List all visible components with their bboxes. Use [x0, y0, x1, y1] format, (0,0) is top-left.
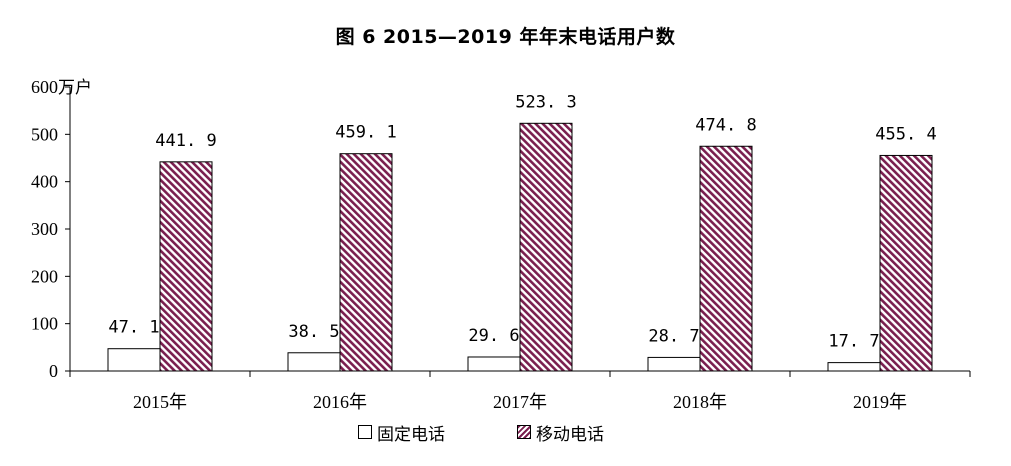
x-category-label: 2019年 [853, 392, 907, 412]
y-tick-label: 0 [49, 361, 58, 381]
bar-fixed-phone [647, 356, 701, 372]
x-category-label: 2018年 [673, 392, 727, 412]
bar-mobile-phone [339, 153, 393, 372]
bar-fixed-phone [827, 362, 881, 372]
y-tick-label: 100 [31, 314, 58, 334]
bar-fixed-phone [467, 356, 521, 372]
data-label-mobile-phone: 441. 9 [155, 131, 216, 151]
x-category-label: 2015年 [133, 392, 187, 412]
bar-fixed-phone [107, 348, 161, 372]
data-label-fixed-phone: 17. 7 [828, 332, 879, 352]
legend: 固定电话 移动电话 [0, 420, 1011, 445]
legend-swatch-mobile [517, 425, 531, 439]
y-tick-label: 600 [31, 77, 58, 97]
data-label-fixed-phone: 28. 7 [648, 326, 699, 346]
y-unit-label: 万户 [58, 78, 92, 98]
data-label-mobile-phone: 455. 4 [875, 124, 936, 144]
legend-label-fixed: 固定电话 [377, 424, 445, 445]
data-label-mobile-phone: 459. 1 [335, 123, 396, 143]
y-tick-label: 300 [31, 219, 58, 239]
x-category-label: 2016年 [313, 392, 367, 412]
legend-swatch-fixed [358, 425, 372, 439]
bar-fixed-phone [287, 352, 341, 372]
x-category-label: 2017年 [493, 392, 547, 412]
y-tick-label: 200 [31, 266, 58, 286]
bar-mobile-phone [159, 161, 213, 372]
bar-mobile-phone [879, 154, 933, 372]
data-label-fixed-phone: 38. 5 [288, 322, 339, 342]
chart-title: 图 6 2015—2019 年年末电话用户数 [335, 26, 676, 48]
y-tick-label: 400 [31, 172, 58, 192]
y-tick-label: 500 [31, 124, 58, 144]
data-label-mobile-phone: 474. 8 [695, 115, 756, 135]
data-label-fixed-phone: 47. 1 [108, 318, 159, 338]
legend-label-mobile: 移动电话 [536, 424, 604, 445]
data-label-mobile-phone: 523. 3 [515, 92, 576, 112]
bar-mobile-phone [699, 145, 753, 372]
bar-mobile-phone [519, 122, 573, 372]
data-label-fixed-phone: 29. 6 [468, 326, 519, 346]
legend-item-mobile: 移动电话 [517, 420, 604, 445]
legend-item-fixed: 固定电话 [358, 420, 445, 445]
